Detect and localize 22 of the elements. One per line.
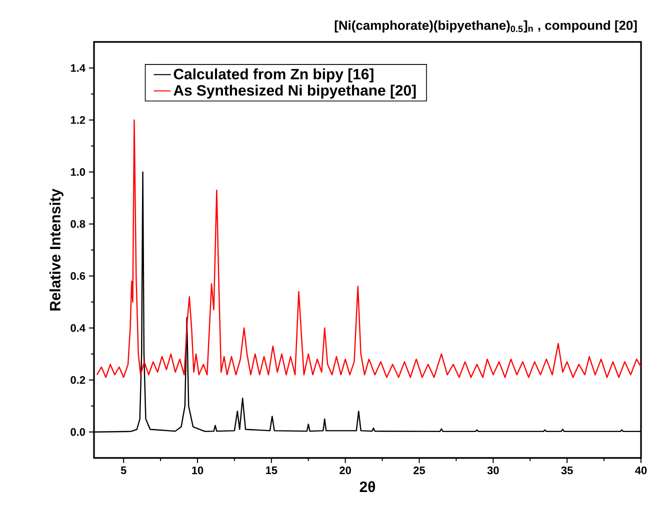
x-tick-label: 10 [192, 466, 204, 474]
y-tick-label: 0.4 [70, 324, 86, 332]
y-tick-label: 0.2 [70, 376, 86, 384]
y-tick-label: 0.0 [70, 428, 86, 436]
legend-label: Calculated from Zn bipy [16] [174, 68, 374, 82]
x-axis-title: 2θ [360, 481, 376, 492]
y-tick-label: 1.4 [70, 64, 86, 72]
x-tick-label: 30 [487, 466, 499, 474]
chart-title: [Ni(camphorate)(bipyethane)$_{0.5}$]$_{n}$ , compound [20] [334, 20, 637, 32]
y-axis-title: Relative Intensity [49, 188, 64, 310]
x-tick-label: 15 [266, 466, 278, 474]
x-tick-label: 40 [635, 466, 647, 474]
y-tick-label: 1.2 [70, 116, 86, 124]
x-tick-label: 35 [561, 466, 573, 474]
y-tick-label: 1.0 [70, 168, 86, 176]
line-series [96, 119, 642, 378]
x-tick-label: 5 [120, 466, 126, 474]
y-tick-label: 0.6 [70, 272, 86, 280]
y-tick-label: 0.8 [70, 220, 86, 228]
x-tick-label: 20 [340, 466, 351, 474]
x-tick-label: 25 [414, 466, 426, 474]
legend-label: As Synthesized Ni bipyethane [20] [174, 84, 416, 99]
